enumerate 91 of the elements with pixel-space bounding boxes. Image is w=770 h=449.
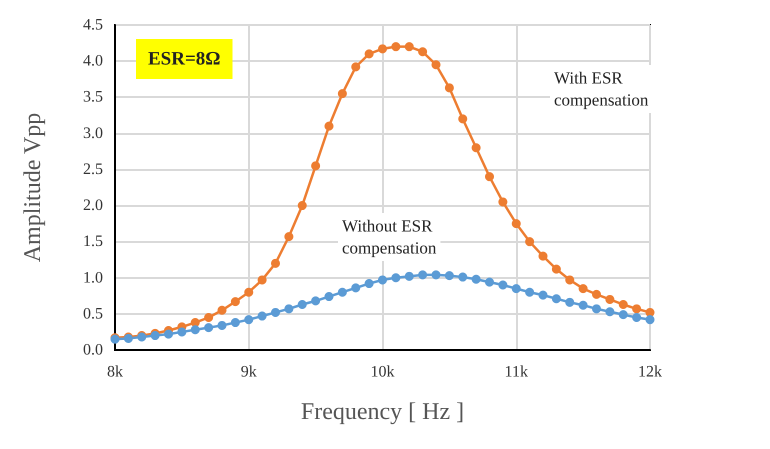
- point: [351, 283, 360, 292]
- point: [432, 270, 440, 280]
- point: [485, 172, 494, 182]
- point: [190, 325, 200, 334]
- point: [444, 271, 454, 280]
- point: [552, 264, 561, 274]
- point: [432, 60, 440, 70]
- point: [512, 219, 521, 228]
- point: [418, 270, 428, 280]
- x-tick-label: 8k: [107, 364, 123, 380]
- point: [230, 318, 240, 328]
- point: [632, 304, 642, 314]
- point: [177, 327, 186, 336]
- point: [525, 288, 534, 297]
- annotation: Without ESR compensation: [342, 216, 437, 258]
- y-tick-label: 0.5: [83, 305, 103, 322]
- point: [311, 296, 320, 306]
- point: [525, 237, 534, 246]
- point: [364, 279, 374, 288]
- point: [204, 323, 214, 332]
- point: [404, 42, 414, 52]
- y-tick-label: 0.0: [83, 342, 103, 358]
- point: [444, 83, 454, 92]
- point: [338, 89, 347, 98]
- point: [218, 306, 226, 315]
- point: [538, 290, 548, 300]
- point: [324, 292, 334, 302]
- point: [592, 290, 601, 299]
- point: [472, 143, 481, 152]
- point: [338, 288, 347, 297]
- point: [498, 280, 508, 290]
- y-tick-label: 1.5: [83, 233, 103, 250]
- point: [391, 42, 400, 52]
- point: [230, 297, 240, 306]
- point: [538, 252, 548, 261]
- y-tick-label: 2.0: [83, 197, 103, 214]
- point: [485, 278, 494, 287]
- point: [632, 313, 642, 322]
- point: [618, 310, 628, 320]
- point: [418, 47, 428, 56]
- point: [512, 284, 521, 294]
- y-tick-label: 1.0: [83, 269, 103, 286]
- y-axis-title: Amplitude Vpp: [20, 112, 46, 262]
- y-tick-label: 4.5: [83, 16, 103, 34]
- point: [258, 275, 267, 284]
- point: [458, 272, 468, 282]
- point: [498, 197, 508, 206]
- point: [378, 44, 387, 54]
- x-tick-label: 11k: [504, 364, 528, 380]
- point: [364, 49, 374, 58]
- point: [271, 308, 280, 317]
- point: [404, 272, 414, 281]
- point: [311, 161, 320, 170]
- point: [258, 312, 267, 321]
- point: [298, 300, 307, 309]
- x-tick-label: 9k: [240, 364, 257, 380]
- point: [565, 298, 574, 307]
- point: [552, 294, 561, 304]
- point: [592, 304, 601, 314]
- point: [391, 273, 400, 282]
- point: [605, 294, 614, 304]
- point: [284, 304, 294, 314]
- x-tick-label: 12k: [638, 364, 662, 380]
- x-tick-label: 10k: [370, 364, 394, 380]
- y-tick-label: 4.0: [83, 52, 103, 70]
- point: [472, 274, 481, 284]
- y-tick-label: 3.5: [83, 88, 103, 106]
- point: [565, 275, 574, 284]
- point: [578, 300, 588, 310]
- point: [458, 114, 468, 124]
- y-tick-label: 3.0: [83, 124, 103, 142]
- point: [351, 62, 360, 72]
- x-axis-title: Frequency [ Hz ]: [300, 399, 464, 425]
- point: [284, 232, 294, 242]
- point: [605, 307, 614, 316]
- point: [271, 258, 280, 268]
- point: [164, 330, 173, 339]
- point: [150, 331, 160, 340]
- point: [298, 201, 307, 210]
- point: [578, 284, 588, 294]
- point: [204, 313, 214, 322]
- annotation: ESR=8Ω: [148, 48, 221, 70]
- point: [646, 315, 654, 324]
- point: [244, 288, 254, 297]
- annotation: With ESR compensation: [554, 68, 649, 110]
- point: [324, 122, 334, 131]
- point: [218, 320, 226, 330]
- point: [244, 315, 254, 324]
- y-tick-label: 2.5: [83, 160, 103, 178]
- point: [378, 275, 387, 284]
- point: [618, 300, 628, 309]
